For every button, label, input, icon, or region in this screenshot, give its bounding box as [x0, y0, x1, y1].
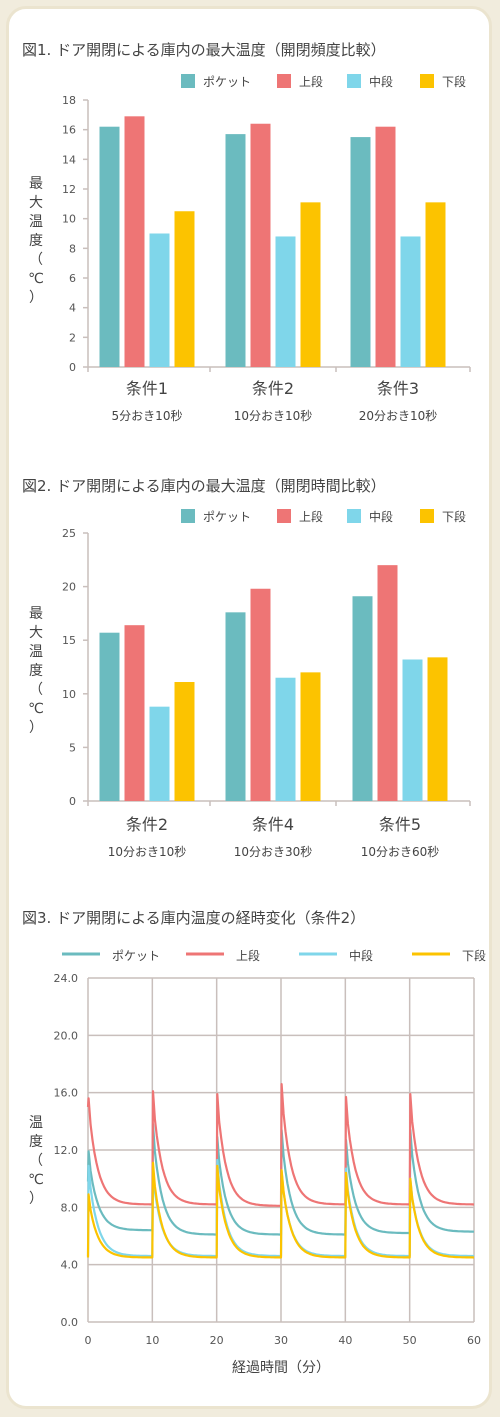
bar	[250, 588, 271, 801]
y-tick-label: 0.0	[61, 1316, 79, 1329]
legend-label: 下段	[442, 509, 466, 524]
category-label: 条件5	[379, 815, 421, 834]
bar	[174, 682, 195, 801]
category-label: 条件2	[126, 815, 168, 834]
category-label: 条件2	[252, 379, 294, 398]
legend-swatch	[347, 509, 361, 523]
legend-label: 下段	[442, 74, 466, 89]
y-tick-label: 8.0	[61, 1201, 79, 1214]
legend-swatch	[181, 509, 195, 523]
bar	[427, 657, 448, 801]
y-tick-label: 10	[62, 213, 76, 226]
y-tick-label: 12.0	[54, 1144, 79, 1157]
legend-label: 中段	[349, 948, 373, 963]
legend-label: 中段	[369, 509, 393, 524]
y-tick-label: 2	[69, 331, 76, 344]
y-tick-label: 24.0	[54, 972, 79, 985]
category-sublabel: 10分おき30秒	[234, 845, 313, 859]
bar	[300, 202, 321, 367]
bar	[225, 134, 246, 367]
y-tick-label: 6	[69, 272, 76, 285]
legend-swatch	[420, 509, 434, 523]
bar	[99, 126, 120, 367]
x-tick-label: 30	[274, 1334, 288, 1347]
x-tick-label: 40	[338, 1334, 352, 1347]
y-tick-label: 8	[69, 242, 76, 255]
category-sublabel: 10分おき10秒	[108, 845, 187, 859]
legend-label: ポケット	[112, 949, 160, 963]
bar	[124, 116, 145, 367]
y-axis-label: 最大温度（℃）	[28, 176, 44, 306]
bar	[352, 596, 373, 801]
category-label: 条件4	[252, 815, 294, 834]
legend-label: 中段	[369, 74, 393, 89]
bar	[250, 123, 271, 367]
x-axis-label: 経過時間（分）	[232, 1360, 330, 1376]
legend-label: 下段	[462, 948, 486, 963]
y-tick-label: 4.0	[61, 1259, 79, 1272]
bar	[400, 236, 421, 367]
legend-label: ポケット	[203, 75, 251, 89]
chart-title: 図1. ドア開閉による庫内の最大温度（開閉頻度比較）	[22, 41, 386, 59]
y-tick-label: 12	[62, 183, 76, 196]
bar	[275, 677, 296, 801]
bar	[99, 632, 120, 801]
legend-swatch	[277, 509, 291, 523]
category-label: 条件3	[377, 379, 419, 398]
y-tick-label: 18	[62, 94, 76, 107]
legend-label: 上段	[299, 509, 323, 524]
y-axis-label: 温度（℃）	[28, 1115, 44, 1207]
chart-title: 図2. ドア開閉による庫内の最大温度（開閉時間比較）	[22, 477, 386, 495]
bar	[124, 625, 145, 801]
bar	[375, 126, 396, 367]
category-sublabel: 10分おき60秒	[361, 845, 440, 859]
bar	[425, 202, 446, 367]
y-tick-label: 20.0	[54, 1029, 79, 1042]
category-sublabel: 10分おき10秒	[234, 409, 313, 423]
y-tick-label: 16.0	[54, 1087, 79, 1100]
legend-label: ポケット	[203, 510, 251, 524]
y-tick-label: 10	[62, 688, 76, 701]
y-axis-label: 最大温度（℃）	[28, 606, 44, 736]
legend-swatch	[181, 74, 195, 88]
category-sublabel: 5分おき10秒	[112, 409, 183, 423]
legend-label: 上段	[236, 948, 260, 963]
bar	[225, 612, 246, 801]
legend-swatch	[420, 74, 434, 88]
category-sublabel: 20分おき10秒	[359, 409, 438, 423]
y-tick-label: 16	[62, 124, 76, 137]
bar	[402, 659, 423, 801]
y-tick-label: 15	[62, 634, 76, 647]
series-line	[86, 1161, 475, 1259]
bar	[174, 211, 195, 367]
category-label: 条件1	[126, 379, 168, 398]
x-tick-label: 10	[145, 1334, 159, 1347]
y-tick-label: 5	[69, 741, 76, 754]
legend-label: 上段	[299, 74, 323, 89]
bar	[275, 236, 296, 367]
x-tick-label: 50	[403, 1334, 417, 1347]
y-tick-label: 20	[62, 581, 76, 594]
chart-title: 図3. ドア開閉による庫内温度の経時変化（条件2）	[22, 909, 365, 927]
x-tick-label: 60	[467, 1334, 481, 1347]
y-tick-label: 25	[62, 527, 76, 540]
y-tick-label: 0	[69, 795, 76, 808]
bar	[350, 137, 371, 367]
bar	[377, 565, 398, 801]
y-tick-label: 14	[62, 153, 76, 166]
y-tick-label: 0	[69, 361, 76, 374]
x-tick-label: 20	[210, 1334, 224, 1347]
bar	[149, 706, 170, 801]
legend-swatch	[277, 74, 291, 88]
bar	[149, 233, 170, 367]
y-tick-label: 4	[69, 302, 76, 315]
x-tick-label: 0	[85, 1334, 92, 1347]
legend-swatch	[347, 74, 361, 88]
bar	[300, 672, 321, 801]
